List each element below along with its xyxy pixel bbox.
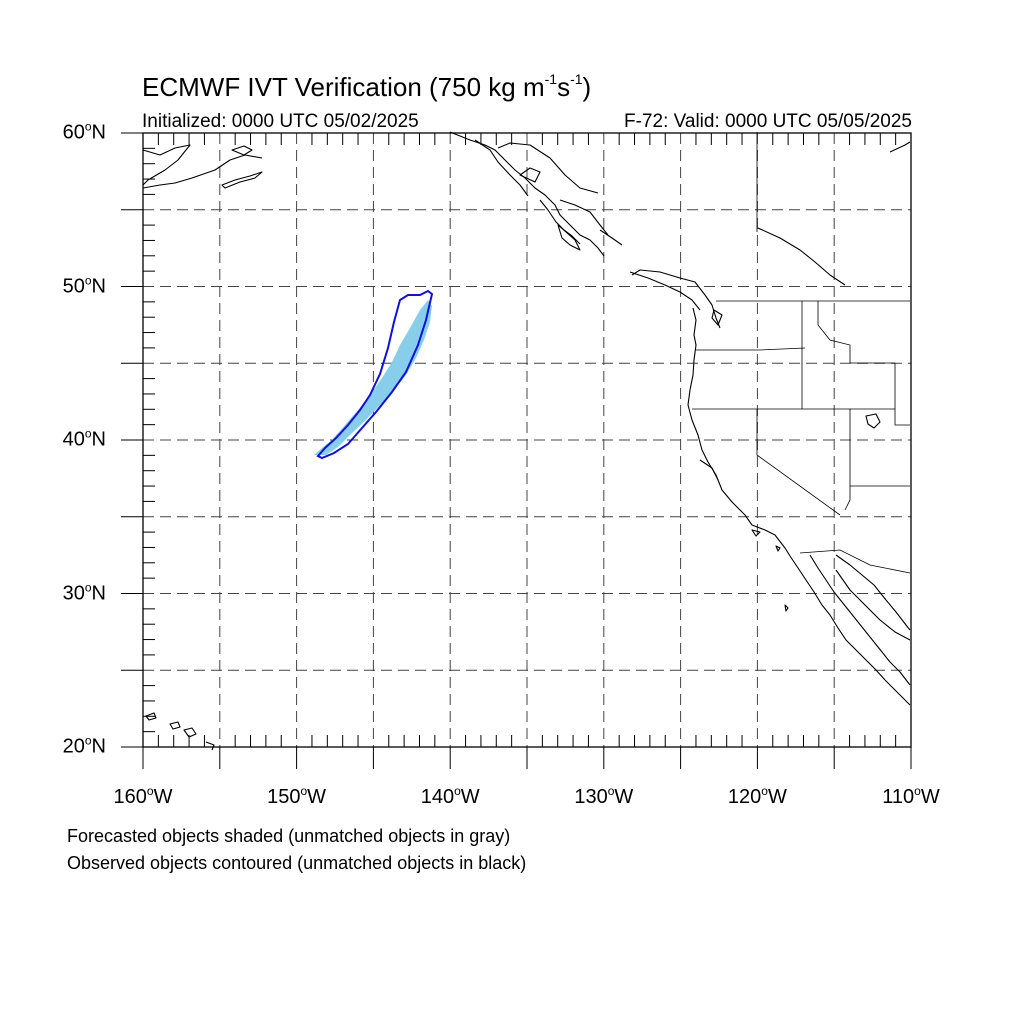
lat-label: 30oN [62,580,106,604]
grid-lines [143,133,911,747]
lon-label: 120oW [727,784,787,808]
lon-label: 110oW [882,784,940,808]
legend-note-forecast: Forecasted objects shaded (unmatched obj… [67,826,511,846]
lon-label: 160oW [113,784,173,808]
initialized-label: Initialized: 0000 UTC 05/02/2025 [142,111,419,132]
lon-label: 150oW [267,784,327,808]
coastlines [142,131,911,751]
map-title: ECMWF IVT Verification (750 kg m-1s-1) [142,71,592,102]
legend-note-observed: Observed objects contoured (unmatched ob… [67,853,527,873]
lat-label: 40oN [62,426,106,451]
forecast-object-shading [314,300,432,455]
state-borders [692,132,911,574]
lon-label: 130oW [574,784,634,808]
valid-time-label: F-72: Valid: 0000 UTC 05/05/2025 [624,111,912,132]
lon-label: 140oW [420,784,480,808]
lat-label: 50oN [62,273,106,297]
axis-ticks [121,132,912,769]
observed-object-contour [316,289,434,460]
lat-label: 20oN [62,733,106,758]
lat-label: 60oN [62,119,106,144]
